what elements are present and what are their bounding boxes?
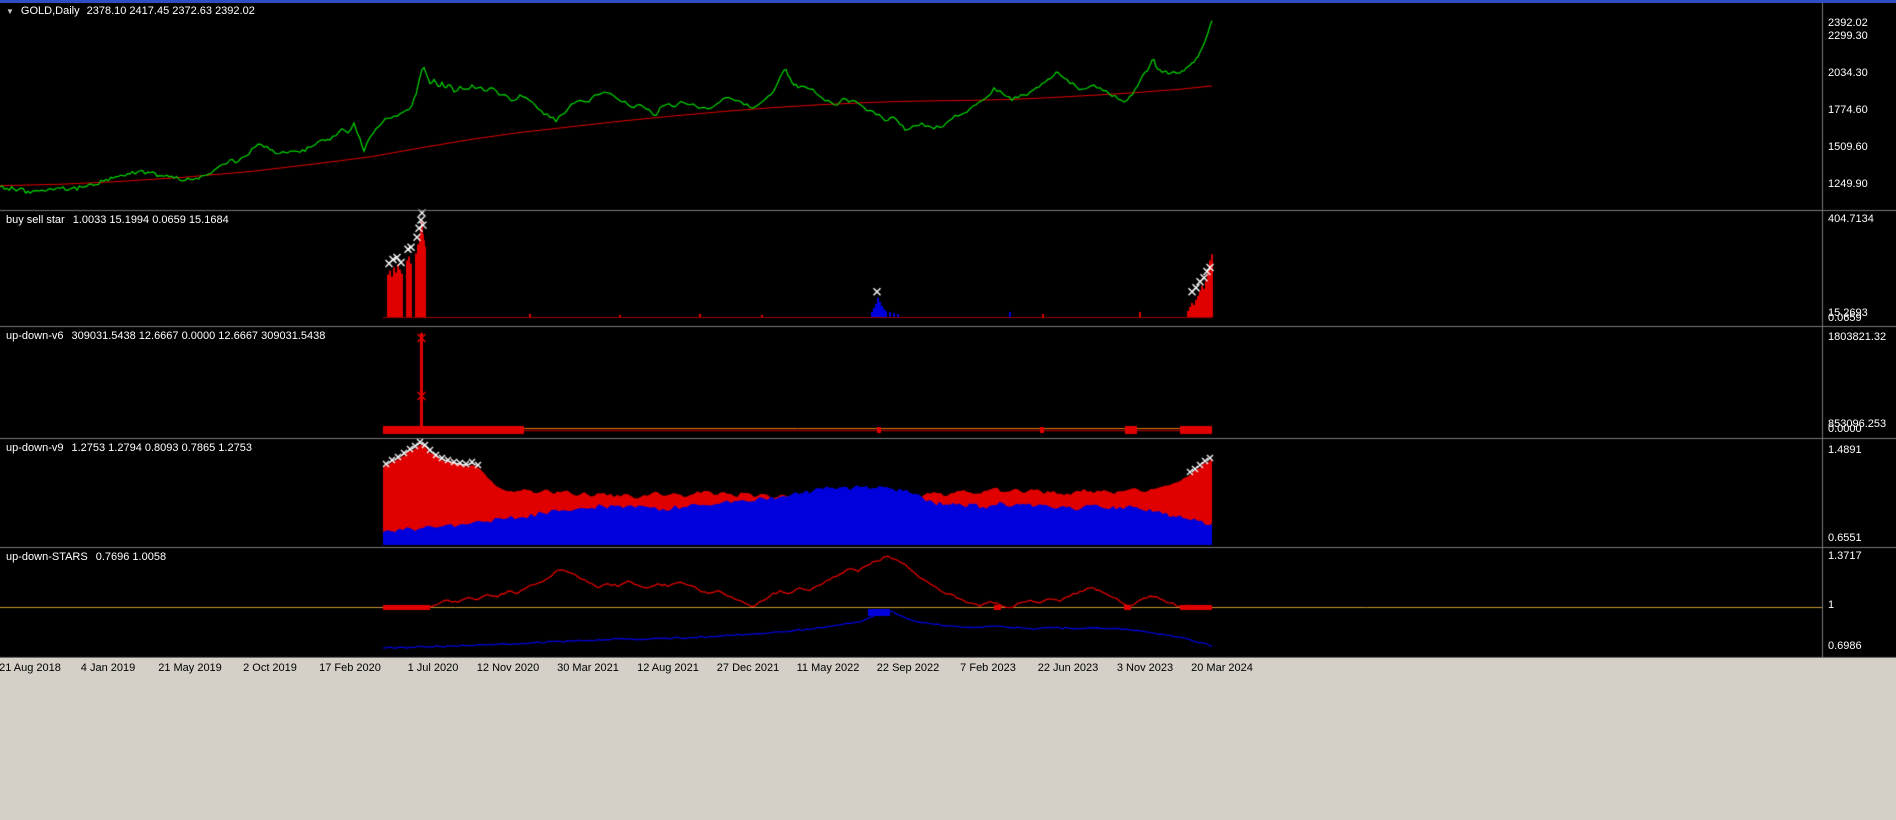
indicator-scale-label: 1	[1828, 599, 1835, 611]
time-axis-label: 20 Mar 2024	[1191, 662, 1253, 674]
indicator-values: 0.7696 1.0058	[95, 551, 167, 563]
indicator-values: 1.0033 15.1994 0.0659 15.1684	[72, 214, 229, 226]
indicator-scale-label: 15.2693	[1828, 307, 1868, 319]
price-tick-label: 2299.30	[1828, 30, 1868, 42]
indicator-scale-label: 0.0000	[1828, 423, 1862, 435]
time-axis-label: 17 Feb 2020	[319, 662, 381, 674]
workspace-background	[0, 679, 1896, 820]
indicator-name: up-down-STARS	[6, 551, 88, 563]
time-axis-label: 12 Aug 2021	[637, 662, 699, 674]
price-tick-label: 1509.60	[1828, 141, 1868, 153]
chart-ohlc-values: 2378.10 2417.45 2372.63 2392.02	[86, 5, 255, 17]
indicator-name: up-down-v6	[6, 330, 64, 342]
time-axis[interactable]: 21 Aug 2018 4 Jan 2019 21 May 2019 2 Oct 20…	[0, 658, 1896, 679]
time-axis-label: 1 Jul 2020	[407, 662, 459, 674]
indicator-values: 309031.5438 12.6667 0.0000 12.6667 30903…	[71, 330, 326, 342]
time-axis-label: 21 May 2019	[158, 662, 222, 674]
time-axis-label: 12 Nov 2020	[476, 662, 540, 674]
time-axis-label: 30 Mar 2021	[557, 662, 619, 674]
time-axis-label: 3 Nov 2023	[1116, 662, 1174, 674]
chart-title: ▼ GOLD,Daily 2378.10 2417.45 2372.63 239…	[6, 5, 255, 17]
time-axis-label: 21 Aug 2018	[0, 662, 61, 674]
indicator-values: 1.2753 1.2794 0.8093 0.7865 1.2753	[71, 442, 252, 454]
indicator-scale-label: 404.7134	[1828, 213, 1874, 225]
indicator-title: buy sell star 1.0033 15.1994 0.0659 15.16…	[6, 214, 229, 226]
indicator-name: up-down-v9	[6, 442, 64, 454]
indicator-scale-label: 853096.253	[1828, 418, 1887, 430]
chart-symbol-period: GOLD,Daily	[20, 5, 80, 17]
price-scale[interactable]: 2392.02 2299.30 2034.30 1774.60 1509.60 1249.…	[1823, 0, 1896, 658]
time-axis-label: 2 Oct 2019	[243, 662, 297, 674]
indicator-name: buy sell star	[6, 214, 65, 226]
price-tick-label: 2034.30	[1828, 67, 1868, 79]
time-axis-label: 11 May 2022	[796, 662, 860, 674]
current-price-label: 2392.02	[1828, 17, 1868, 29]
time-axis-label: 27 Dec 2021	[716, 662, 780, 674]
chart-dropdown-icon[interactable]: ▼	[6, 6, 14, 16]
time-axis-label: 4 Jan 2019	[80, 662, 136, 674]
chart-canvas[interactable]	[0, 0, 1896, 658]
price-tick-label: 1774.60	[1828, 104, 1868, 116]
window-top-border	[0, 0, 1896, 3]
indicator-scale-label: 1.4891	[1828, 444, 1862, 456]
time-axis-label: 22 Jun 2023	[1037, 662, 1099, 674]
time-axis-label: 7 Feb 2023	[960, 662, 1016, 674]
indicator-scale-label: 1.3717	[1828, 550, 1862, 562]
indicator-title: up-down-v9 1.2753 1.2794 0.8093 0.7865 1.…	[6, 442, 252, 454]
indicator-scale-label: 0.0659	[1828, 312, 1862, 324]
indicator-scale-label: 0.6551	[1828, 532, 1862, 544]
indicator-scale-label: 1803821.32	[1828, 331, 1887, 343]
price-tick-label: 1249.90	[1828, 178, 1868, 190]
indicator-title: up-down-v6 309031.5438 12.6667 0.0000 12.…	[6, 330, 325, 342]
indicator-scale-label: 0.6986	[1828, 640, 1862, 652]
time-axis-label: 22 Sep 2022	[876, 662, 940, 674]
indicator-title: up-down-STARS 0.7696 1.0058	[6, 551, 166, 563]
